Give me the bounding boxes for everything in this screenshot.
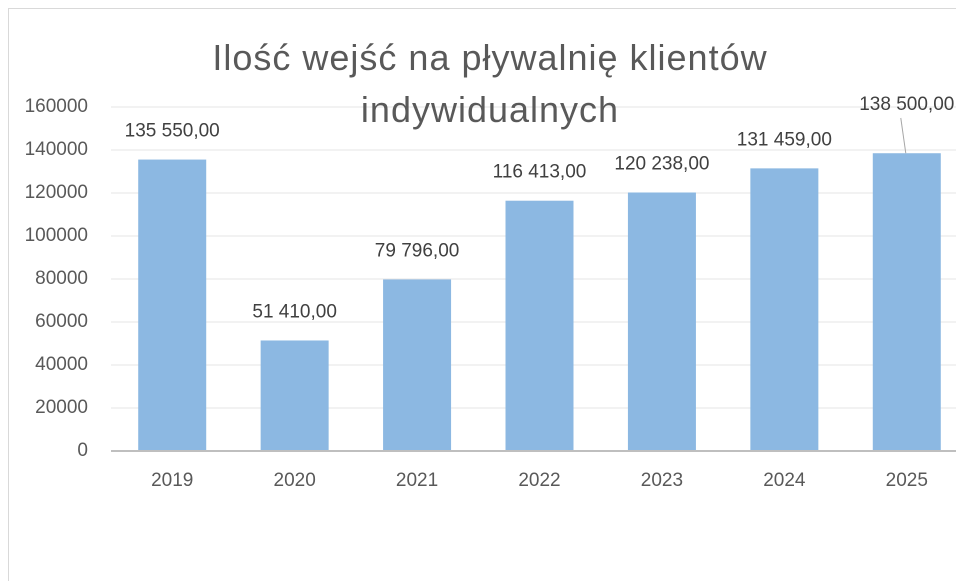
x-tick-label: 2020 (274, 470, 316, 491)
bar (627, 192, 696, 452)
data-label: 116 413,00 (493, 162, 587, 183)
data-label: 131 459,00 (737, 129, 832, 150)
data-label: 135 550,00 (125, 121, 220, 142)
y-tick-label: 60000 (35, 311, 88, 332)
y-tick-label: 120000 (25, 182, 88, 203)
data-label: 120 238,00 (614, 154, 709, 175)
bar (872, 153, 941, 451)
y-tick-label: 160000 (25, 96, 88, 117)
x-tick-label: 2022 (518, 470, 560, 491)
y-tick-label: 140000 (25, 139, 88, 160)
bar (383, 279, 452, 451)
chart-title: Ilość wejść na pływalnię klientów indywi… (212, 37, 768, 130)
x-tick-label: 2023 (641, 470, 683, 491)
x-tick-label: 2024 (763, 470, 806, 491)
bar (260, 340, 329, 451)
data-label: 79 796,00 (375, 240, 460, 261)
data-label: 51 410,00 (252, 301, 337, 322)
y-tick-label: 80000 (35, 268, 88, 289)
bar (138, 159, 207, 451)
y-tick-label: 100000 (25, 225, 88, 246)
x-tick-label: 2019 (151, 470, 193, 491)
x-tick-label: 2025 (886, 470, 928, 491)
y-tick-label: 20000 (35, 397, 88, 418)
y-tick-label: 0 (77, 440, 88, 461)
bar (505, 200, 574, 451)
x-tick-label: 2021 (396, 470, 438, 491)
bar (750, 168, 819, 451)
y-tick-label: 40000 (35, 354, 88, 375)
leader-line (900, 117, 907, 154)
chart-frame (8, 8, 956, 581)
data-label: 138 500,00 (859, 94, 954, 115)
